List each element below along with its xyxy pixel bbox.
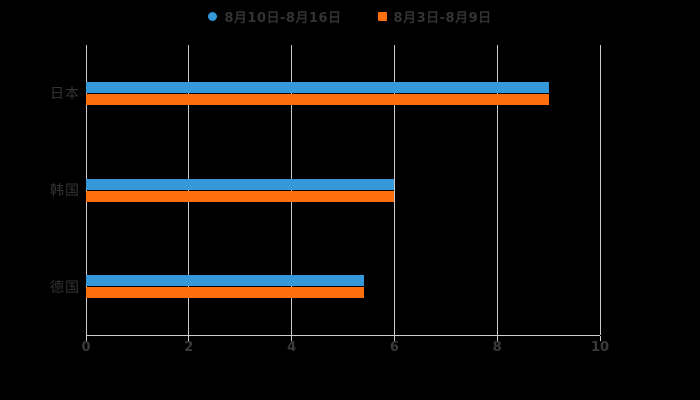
series2-square-marker-icon [377,11,387,21]
x-axis-tickmark [291,336,293,341]
bar-week1[interactable] [86,287,364,299]
plot-area: 0 2 4 6 8 10 [81,45,609,355]
bar-week1[interactable] [86,190,395,202]
category-label: 韩国 [50,183,80,199]
legend-label-week2: 8月10日-8月16日 [224,10,342,26]
bar-week2[interactable] [86,178,395,190]
legend-item-week1[interactable]: 8月3日-8月9日 [377,7,492,26]
legend-label-week1: 8月3日-8月9日 [393,10,492,26]
series1-circle-marker-icon [208,11,218,21]
x-axis-tickmark [496,336,498,341]
gridline [188,45,190,335]
x-axis-tickmark [393,336,395,341]
legend: 8月10日-8月16日 8月3日-8月9日 [0,5,700,27]
gridline [85,45,87,335]
gridline [496,45,498,335]
x-axis-tick-label: 6 [389,340,399,355]
x-axis-tick-label: 0 [81,340,91,355]
x-axis-tickmark [599,336,601,341]
gridline [599,45,601,335]
x-axis-tick-label: 4 [287,340,297,355]
x-axis-tick-label: 10 [590,340,610,355]
category-label: 日本 [50,86,80,103]
x-axis-tickmark [85,336,87,341]
x-axis-tick-label: 2 [184,340,194,355]
bar-week2[interactable] [86,275,364,287]
bar-week1[interactable] [86,93,549,105]
gridline [393,45,395,335]
legend-item-week2[interactable]: 8月10日-8月16日 [208,7,341,26]
x-axis-line [86,335,600,336]
x-axis-tick-label: 8 [492,340,502,355]
x-axis-tickmark [188,336,190,341]
category-label: 德国 [50,279,80,296]
y-axis-labels: 日本 韩国 德国 [0,45,80,335]
bar-week2[interactable] [86,81,549,93]
gridline [291,45,293,335]
